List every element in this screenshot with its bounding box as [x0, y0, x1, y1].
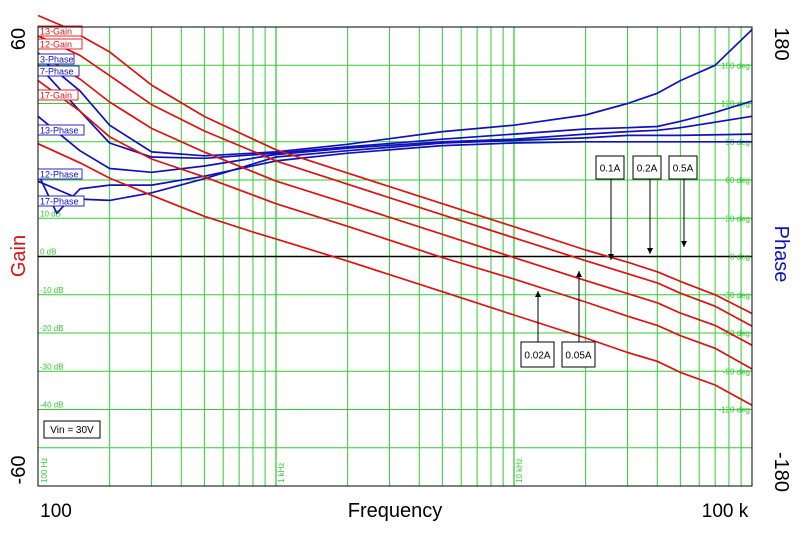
- y-left-bottom-tick: -60: [8, 456, 30, 485]
- callout-label: 0.1A: [600, 164, 621, 175]
- phase-grid-label: -60 deg: [723, 329, 750, 338]
- phase-grid-label: 150 deg: [721, 61, 750, 70]
- trace-label: 3-Phase: [40, 55, 74, 65]
- y-right-bottom-tick: -180: [770, 452, 792, 492]
- gain-series-line: [37, 52, 753, 346]
- plot-frame: [37, 26, 753, 487]
- callout-box: [595, 155, 625, 180]
- gain-grid-label: 0 dB: [40, 248, 56, 257]
- trace-label: 12-Gain: [40, 40, 72, 50]
- callout-label: 0.2A: [637, 164, 658, 175]
- gain-grid-label: -10 dB: [40, 286, 64, 295]
- phase-series-line: [37, 140, 752, 215]
- freq-grid-label: 100 Hz: [40, 458, 49, 483]
- gain-series-line: [37, 79, 753, 370]
- callout-box: [632, 155, 662, 180]
- trace-label: 7-Phase: [40, 67, 74, 77]
- callout-label: 0.5A: [673, 164, 694, 175]
- phase-grid-label: -90 deg: [723, 367, 750, 376]
- gain-grid-label: -40 dB: [40, 401, 64, 410]
- y-left-axis-title: Gain: [8, 235, 30, 277]
- phase-grid-label: 120 deg: [721, 100, 750, 109]
- callout-arrowhead: [681, 241, 687, 247]
- x-axis-title: Frequency: [348, 500, 443, 522]
- gain-grid-label: 10 dB: [40, 209, 61, 218]
- trace-label: 17-Phase: [40, 197, 79, 207]
- phase-grid-label: 30 deg: [726, 214, 750, 223]
- trace-labels: 13-Gain 12-Gain 3-Phase 7-Phase 17-Gain 13-Ph…: [37, 25, 85, 207]
- x-min-tick: 100: [40, 501, 72, 522]
- callout-label: 0.02A: [524, 351, 550, 362]
- callout-label: 0.05A: [565, 351, 591, 362]
- vin-note-box: [43, 420, 101, 439]
- y-left-top-tick: 60: [8, 28, 30, 50]
- phase-grid-label: 0 deg: [730, 253, 750, 262]
- y-right-axis-title: Phase: [770, 226, 792, 283]
- callout-box: [520, 341, 555, 368]
- phase-series-line: [37, 28, 753, 157]
- callout-arrowhead: [647, 248, 653, 254]
- callout-arrowhead: [535, 291, 541, 297]
- phase-series-line: [37, 64, 753, 160]
- gain-grid-label: -20 dB: [40, 324, 64, 333]
- freq-grid-label: 1 kHz: [277, 463, 286, 483]
- gain-grid-label: -30 dB: [40, 362, 64, 371]
- trace-label: 13-Phase: [40, 126, 79, 136]
- vin-note: Vin = 30V: [50, 425, 94, 436]
- trace-label: 12-Phase: [40, 170, 79, 180]
- trace-label: 17-Gain: [40, 91, 72, 101]
- trace-label: 13-Gain: [40, 27, 72, 37]
- phase-series-line: [37, 133, 753, 202]
- freq-grid-label: 10 kHz: [515, 458, 524, 483]
- callout-arrowhead: [608, 254, 614, 260]
- phase-series-line: [37, 115, 753, 174]
- gain-series-line: [37, 142, 753, 407]
- phase-grid-label: -120 deg: [718, 406, 750, 415]
- x-max-tick: 100 k: [702, 501, 749, 522]
- phase-grid-label: 60 deg: [726, 176, 750, 185]
- callout-arrowhead: [576, 271, 582, 277]
- callouts: 0.1A 0.2A 0.5A 0.02A 0.05A: [520, 155, 698, 368]
- callout-box: [668, 155, 698, 180]
- series: [37, 14, 753, 407]
- phase-grid-label: -30 deg: [723, 291, 750, 300]
- gain-series-line: [37, 14, 753, 315]
- y-right-top-tick: 180: [770, 27, 792, 60]
- gain-series-line: [37, 35, 753, 327]
